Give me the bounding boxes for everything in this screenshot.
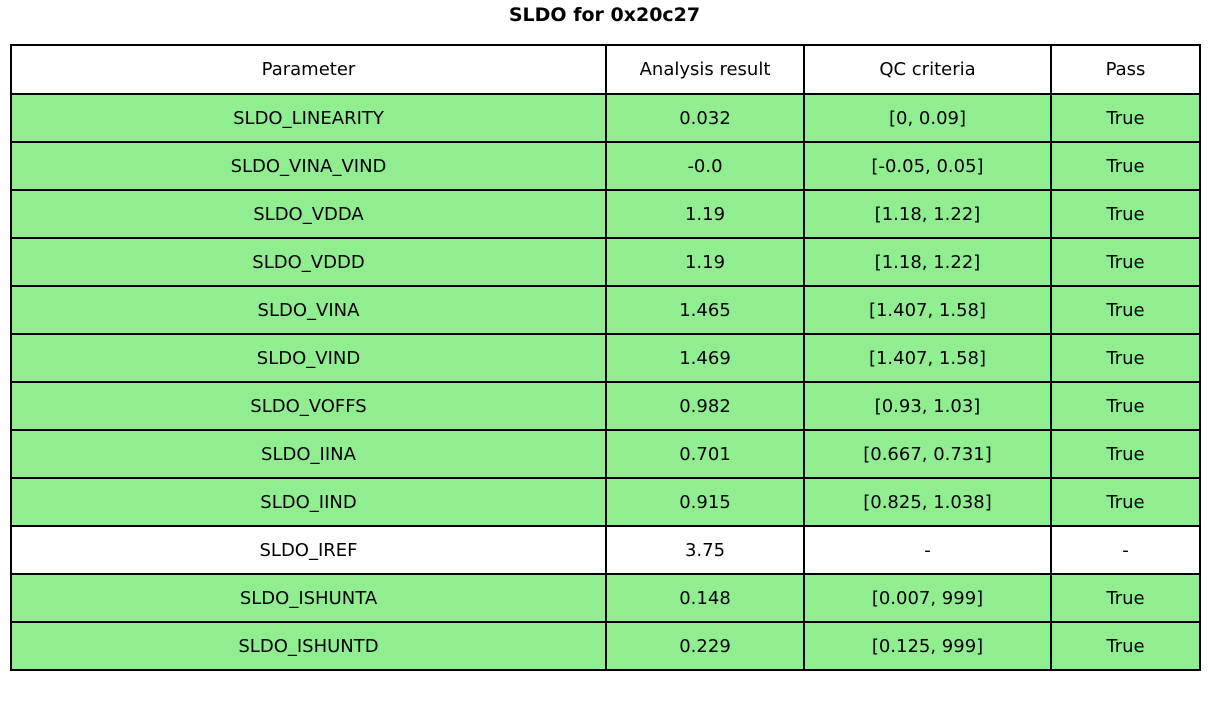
cell-parameter: SLDO_VDDA bbox=[10, 189, 607, 239]
cell-pass: True bbox=[1050, 621, 1201, 671]
table-row: SLDO_VINA_VIND -0.0 [-0.05, 0.05] True bbox=[10, 141, 1201, 191]
table-row: SLDO_LINEARITY 0.032 [0, 0.09] True bbox=[10, 93, 1201, 143]
cell-pass: True bbox=[1050, 573, 1201, 623]
cell-qc-criteria: [1.18, 1.22] bbox=[803, 189, 1052, 239]
cell-analysis-result: 1.469 bbox=[605, 333, 805, 383]
cell-analysis-result: 1.19 bbox=[605, 237, 805, 287]
cell-parameter: SLDO_LINEARITY bbox=[10, 93, 607, 143]
cell-analysis-result: 0.229 bbox=[605, 621, 805, 671]
cell-qc-criteria: [0.125, 999] bbox=[803, 621, 1052, 671]
table-row: SLDO_ISHUNTA 0.148 [0.007, 999] True bbox=[10, 573, 1201, 623]
cell-analysis-result: 3.75 bbox=[605, 525, 805, 575]
table-row: SLDO_IIND 0.915 [0.825, 1.038] True bbox=[10, 477, 1201, 527]
cell-analysis-result: 0.701 bbox=[605, 429, 805, 479]
cell-pass: True bbox=[1050, 477, 1201, 527]
table-row: SLDO_VOFFS 0.982 [0.93, 1.03] True bbox=[10, 381, 1201, 431]
column-header-qc-criteria: QC criteria bbox=[803, 44, 1052, 95]
cell-pass: True bbox=[1050, 141, 1201, 191]
cell-qc-criteria: [1.407, 1.58] bbox=[803, 333, 1052, 383]
qc-table: Parameter Analysis result QC criteria Pa… bbox=[10, 44, 1201, 671]
cell-parameter: SLDO_VINA_VIND bbox=[10, 141, 607, 191]
page-title: SLDO for 0x20c27 bbox=[508, 4, 701, 26]
cell-parameter: SLDO_VIND bbox=[10, 333, 607, 383]
table-row: SLDO_VDDD 1.19 [1.18, 1.22] True bbox=[10, 237, 1201, 287]
cell-pass: True bbox=[1050, 237, 1201, 287]
cell-analysis-result: 0.148 bbox=[605, 573, 805, 623]
cell-parameter: SLDO_VDDD bbox=[10, 237, 607, 287]
table-row: SLDO_IINA 0.701 [0.667, 0.731] True bbox=[10, 429, 1201, 479]
cell-qc-criteria: - bbox=[803, 525, 1052, 575]
cell-qc-criteria: [0, 0.09] bbox=[803, 93, 1052, 143]
table-row: SLDO_IREF 3.75- - bbox=[10, 525, 1201, 575]
cell-qc-criteria: [1.407, 1.58] bbox=[803, 285, 1052, 335]
table-body: SLDO_LINEARITY 0.032 [0, 0.09] True SLDO_VIN… bbox=[10, 93, 1201, 671]
table-header-row: Parameter Analysis result QC criteria Pa… bbox=[10, 44, 1201, 95]
cell-pass: - bbox=[1050, 525, 1201, 575]
cell-analysis-result: -0.0 bbox=[605, 141, 805, 191]
column-header-pass: Pass bbox=[1050, 44, 1201, 95]
cell-pass: True bbox=[1050, 333, 1201, 383]
column-header-analysis-result: Analysis result bbox=[605, 44, 805, 95]
table-row: SLDO_ISHUNTD 0.229 [0.125, 999] True bbox=[10, 621, 1201, 671]
cell-pass: True bbox=[1050, 429, 1201, 479]
table-row: SLDO_VIND 1.469 [1.407, 1.58] True bbox=[10, 333, 1201, 383]
cell-analysis-result: 0.982 bbox=[605, 381, 805, 431]
column-header-parameter: Parameter bbox=[10, 44, 607, 95]
cell-qc-criteria: [-0.05, 0.05] bbox=[803, 141, 1052, 191]
cell-qc-criteria: [0.825, 1.038] bbox=[803, 477, 1052, 527]
cell-parameter: SLDO_IREF bbox=[10, 525, 607, 575]
cell-qc-criteria: [0.667, 0.731] bbox=[803, 429, 1052, 479]
cell-parameter: SLDO_IINA bbox=[10, 429, 607, 479]
cell-parameter: SLDO_ISHUNTA bbox=[10, 573, 607, 623]
cell-pass: True bbox=[1050, 285, 1201, 335]
cell-parameter: SLDO_ISHUNTD bbox=[10, 621, 607, 671]
cell-qc-criteria: [1.18, 1.22] bbox=[803, 237, 1052, 287]
cell-pass: True bbox=[1050, 93, 1201, 143]
cell-parameter: SLDO_VINA bbox=[10, 285, 607, 335]
cell-analysis-result: 1.465 bbox=[605, 285, 805, 335]
table-row: SLDO_VDDA 1.19 [1.18, 1.22] True bbox=[10, 189, 1201, 239]
cell-analysis-result: 0.032 bbox=[605, 93, 805, 143]
cell-analysis-result: 0.915 bbox=[605, 477, 805, 527]
cell-qc-criteria: [0.007, 999] bbox=[803, 573, 1052, 623]
cell-qc-criteria: [0.93, 1.03] bbox=[803, 381, 1052, 431]
table-row: SLDO_VINA 1.465 [1.407, 1.58] True bbox=[10, 285, 1201, 335]
cell-pass: True bbox=[1050, 381, 1201, 431]
cell-analysis-result: 1.19 bbox=[605, 189, 805, 239]
cell-parameter: SLDO_VOFFS bbox=[10, 381, 607, 431]
cell-pass: True bbox=[1050, 189, 1201, 239]
cell-parameter: SLDO_IIND bbox=[10, 477, 607, 527]
